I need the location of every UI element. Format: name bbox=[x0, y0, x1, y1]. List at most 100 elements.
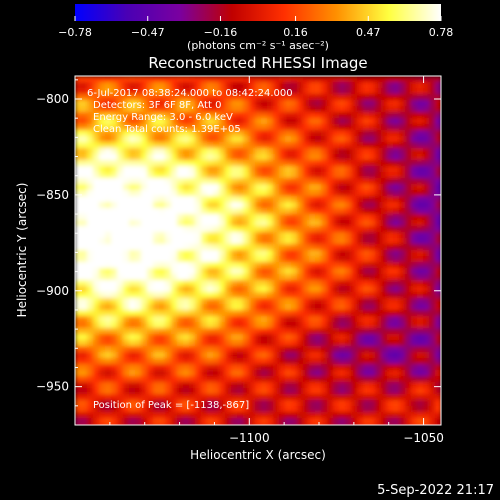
heatmap-cell bbox=[321, 274, 328, 281]
heatmap-cell bbox=[333, 280, 340, 287]
heatmap-cell bbox=[267, 400, 274, 407]
heatmap-cell bbox=[171, 214, 178, 221]
heatmap-cell bbox=[111, 118, 118, 125]
heatmap-cell bbox=[183, 394, 190, 401]
heatmap-cell bbox=[159, 112, 166, 119]
heatmap-cell bbox=[423, 160, 430, 167]
heatmap-cell bbox=[189, 286, 196, 293]
heatmap-cell bbox=[195, 178, 202, 185]
heatmap-cell bbox=[129, 334, 136, 341]
heatmap-cell bbox=[393, 190, 400, 197]
heatmap-cell bbox=[243, 184, 250, 191]
heatmap-cell bbox=[345, 256, 352, 263]
heatmap-cell bbox=[75, 82, 82, 89]
heatmap-cell bbox=[177, 358, 184, 365]
heatmap-cell bbox=[243, 160, 250, 167]
heatmap-cell bbox=[141, 184, 148, 191]
heatmap-cell bbox=[429, 214, 436, 221]
heatmap-cell bbox=[99, 358, 106, 365]
heatmap-cell bbox=[183, 280, 190, 287]
heatmap-cell bbox=[111, 256, 118, 263]
heatmap-cell bbox=[219, 346, 226, 353]
heatmap-cell bbox=[141, 148, 148, 155]
heatmap-cell bbox=[183, 136, 190, 143]
heatmap-cell bbox=[111, 190, 118, 197]
heatmap-cell bbox=[285, 244, 292, 251]
heatmap-cell bbox=[297, 352, 304, 359]
heatmap-cell bbox=[321, 226, 328, 233]
heatmap-cell bbox=[255, 190, 262, 197]
heatmap-cell bbox=[429, 400, 436, 407]
heatmap-cell bbox=[255, 316, 262, 323]
heatmap-cell bbox=[363, 376, 370, 383]
heatmap-cell bbox=[357, 346, 364, 353]
heatmap-cell bbox=[387, 88, 394, 95]
heatmap-cell bbox=[435, 184, 441, 191]
heatmap-cell bbox=[369, 286, 376, 293]
heatmap-cell bbox=[375, 130, 382, 137]
heatmap-cell bbox=[105, 268, 112, 275]
heatmap-cell bbox=[237, 196, 244, 203]
heatmap-cell bbox=[375, 370, 382, 377]
heatmap-cell bbox=[333, 196, 340, 203]
heatmap-cell bbox=[369, 304, 376, 311]
heatmap-cell bbox=[159, 94, 166, 101]
heatmap-cell bbox=[129, 298, 136, 305]
heatmap-cell bbox=[135, 94, 142, 101]
heatmap-cell bbox=[75, 238, 82, 245]
heatmap-cell bbox=[435, 214, 441, 221]
heatmap-cell bbox=[405, 82, 412, 89]
heatmap-cell bbox=[315, 112, 322, 119]
heatmap-cell bbox=[213, 364, 220, 371]
heatmap-cell bbox=[183, 334, 190, 341]
heatmap-cell bbox=[183, 160, 190, 167]
heatmap-cell bbox=[387, 298, 394, 305]
heatmap-cell bbox=[171, 370, 178, 377]
heatmap-cell bbox=[387, 226, 394, 233]
heatmap-cell bbox=[405, 412, 412, 419]
heatmap-cell bbox=[141, 418, 148, 425]
heatmap-cell bbox=[189, 130, 196, 137]
heatmap-cell bbox=[153, 334, 160, 341]
heatmap-cell bbox=[261, 76, 268, 83]
heatmap-cell bbox=[117, 376, 124, 383]
heatmap-cell bbox=[297, 418, 304, 425]
heatmap-cell bbox=[393, 268, 400, 275]
heatmap-cell bbox=[363, 310, 370, 317]
heatmap-cell bbox=[435, 202, 441, 209]
heatmap-cell bbox=[231, 166, 238, 173]
heatmap-cell bbox=[327, 388, 334, 395]
heatmap-cell bbox=[321, 142, 328, 149]
heatmap-cell bbox=[153, 112, 160, 119]
heatmap-cell bbox=[297, 244, 304, 251]
heatmap-cell bbox=[153, 304, 160, 311]
heatmap-cell bbox=[411, 136, 418, 143]
heatmap-cell bbox=[267, 304, 274, 311]
heatmap-cell bbox=[99, 166, 106, 173]
heatmap-cell bbox=[219, 154, 226, 161]
heatmap-cell bbox=[285, 388, 292, 395]
heatmap-cell bbox=[351, 178, 358, 185]
heatmap-cell bbox=[129, 412, 136, 419]
heatmap-cell bbox=[165, 178, 172, 185]
heatmap-cell bbox=[171, 262, 178, 269]
heatmap-cell bbox=[375, 364, 382, 371]
heatmap-cell bbox=[291, 400, 298, 407]
heatmap-cell bbox=[147, 214, 154, 221]
heatmap-cell bbox=[207, 334, 214, 341]
heatmap-cell bbox=[75, 202, 82, 209]
heatmap-cell bbox=[177, 298, 184, 305]
heatmap-cell bbox=[99, 316, 106, 323]
heatmap-cell bbox=[393, 292, 400, 299]
heatmap-cell bbox=[327, 406, 334, 413]
heatmap-cell bbox=[279, 130, 286, 137]
heatmap-cell bbox=[147, 262, 154, 269]
heatmap-cell bbox=[339, 406, 346, 413]
heatmap-cell bbox=[303, 292, 310, 299]
heatmap-cell bbox=[339, 220, 346, 227]
heatmap-cell bbox=[333, 412, 340, 419]
heatmap-cell bbox=[423, 232, 430, 239]
heatmap-cell bbox=[333, 160, 340, 167]
heatmap-cell bbox=[303, 358, 310, 365]
